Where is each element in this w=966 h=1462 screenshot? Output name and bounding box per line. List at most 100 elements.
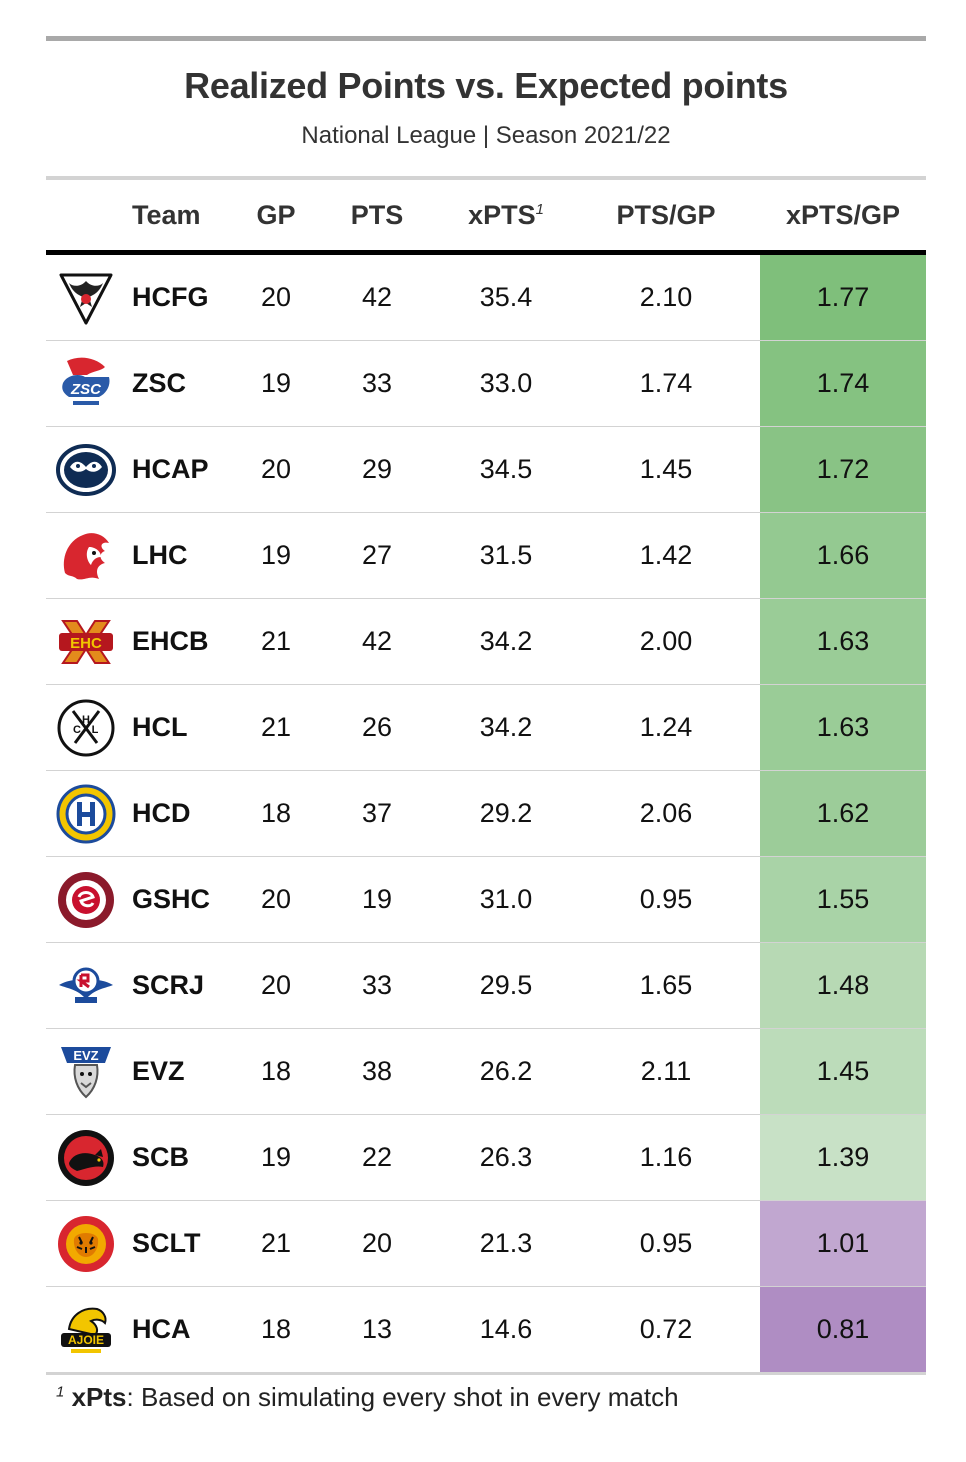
xpts-footnote-mark: 1	[535, 200, 544, 218]
pts-cell: 19	[314, 856, 440, 943]
footnote-term: xPts	[71, 1382, 127, 1412]
team-column-header: Team	[126, 180, 238, 255]
xpts-gp-cell: 1.74	[760, 340, 926, 427]
gp-cell: 19	[238, 1114, 314, 1201]
xpts-gp-cell: 1.62	[760, 770, 926, 857]
team-cell: SCB	[126, 1114, 238, 1201]
xpts-header-label: xPTS	[468, 199, 536, 230]
logo-cell	[46, 770, 126, 857]
team-cell: EHCB	[126, 598, 238, 685]
ehc-biel-logo-icon: EHC	[55, 611, 117, 673]
table-row: GSHC 20 19 31.0 0.95 1.55	[46, 856, 926, 943]
table-row: EHC EHCB 21 42 34.2 2.00 1.63	[46, 598, 926, 685]
xpts-gp-cell: 1.63	[760, 598, 926, 685]
table-row: LHC 19 27 31.5 1.42 1.66	[46, 512, 926, 599]
logo-cell: AJOIE	[46, 1286, 126, 1375]
xpts-gp-cell: 1.77	[760, 252, 926, 341]
team-cell: EVZ	[126, 1028, 238, 1115]
pts-cell: 37	[314, 770, 440, 857]
xpts-gp-cell: 1.55	[760, 856, 926, 943]
svg-text:AJOIE: AJOIE	[68, 1333, 104, 1347]
table-row: SCRJ 20 33 29.5 1.65 1.48	[46, 942, 926, 1029]
footnote: 1 xPts: Based on simulating every shot i…	[56, 1382, 679, 1413]
gp-cell: 18	[238, 1028, 314, 1115]
xpts-cell: 29.5	[440, 942, 572, 1029]
table-subtitle: National League | Season 2021/22	[301, 122, 671, 149]
logo-cell	[46, 942, 126, 1029]
pts-cell: 42	[314, 598, 440, 685]
pts-cell: 29	[314, 426, 440, 513]
team-cell: SCLT	[126, 1200, 238, 1287]
pts-gp-cell: 0.95	[572, 1200, 760, 1287]
gp-cell: 21	[238, 598, 314, 685]
xpts-cell: 29.2	[440, 770, 572, 857]
footnote-text: : Based on simulating every shot in ever…	[126, 1382, 679, 1412]
pts-gp-cell: 2.00	[572, 598, 760, 685]
pts-cell: 26	[314, 684, 440, 771]
logo-cell	[46, 856, 126, 943]
team-cell: HCAP	[126, 426, 238, 513]
pts-gp-cell: 0.95	[572, 856, 760, 943]
table-row: HCD 18 37 29.2 2.06 1.62	[46, 770, 926, 857]
xpts-cell: 26.3	[440, 1114, 572, 1201]
svg-text:EVZ: EVZ	[73, 1048, 98, 1063]
xpts-gp-cell: 1.66	[760, 512, 926, 599]
logo-cell	[46, 1200, 126, 1287]
table-body: HCFG 20 42 35.4 2.10 1.77 ZSC ZSC 19 33 33.0 1.74 1.…	[46, 252, 926, 1375]
gp-cell: 18	[238, 770, 314, 857]
gp-cell: 21	[238, 1200, 314, 1287]
logo-cell: EVZ	[46, 1028, 126, 1115]
pts-column-header: PTS	[314, 180, 440, 255]
pts-gp-cell: 1.45	[572, 426, 760, 513]
svg-text:H: H	[82, 714, 90, 726]
pts-cell: 13	[314, 1286, 440, 1375]
xpts-cell: 34.5	[440, 426, 572, 513]
team-cell: HCA	[126, 1286, 238, 1375]
xpts-gp-cell: 1.01	[760, 1200, 926, 1287]
subtitle-rule	[46, 176, 926, 180]
pts-gp-cell: 0.72	[572, 1286, 760, 1375]
xpts-cell: 31.0	[440, 856, 572, 943]
ambri-piotta-logo-icon	[55, 439, 117, 501]
xpts-gp-cell: 1.72	[760, 426, 926, 513]
table-row: SCLT 21 20 21.3 0.95 1.01	[46, 1200, 926, 1287]
team-cell: ZSC	[126, 340, 238, 427]
lausanne-lion-logo-icon	[55, 525, 117, 587]
team-cell: LHC	[126, 512, 238, 599]
svg-text:EHC: EHC	[70, 635, 102, 652]
zsc-lions-logo-icon: ZSC	[55, 353, 117, 415]
pts-gp-cell: 1.24	[572, 684, 760, 771]
fribourg-gotteron-logo-icon	[55, 267, 117, 329]
pts-cell: 20	[314, 1200, 440, 1287]
logo-cell	[46, 426, 126, 513]
xpts-cell: 21.3	[440, 1200, 572, 1287]
pts-gp-cell: 2.10	[572, 252, 760, 341]
header-row: Team GP PTS xPTS1 PTS/GP xPTS/GP	[46, 180, 926, 255]
pts-gp-cell: 1.16	[572, 1114, 760, 1201]
langnau-tigers-logo-icon	[55, 1213, 117, 1275]
xpts-cell: 35.4	[440, 252, 572, 341]
pts-cell: 42	[314, 252, 440, 341]
svg-text:L: L	[92, 724, 99, 736]
footnote-mark: 1	[56, 1383, 65, 1401]
table-row: HCAP 20 29 34.5 1.45 1.72	[46, 426, 926, 513]
standings-table: Team GP PTS xPTS1 PTS/GP xPTS/GP HCFG 20 4…	[46, 180, 926, 1375]
xpts-cell: 31.5	[440, 512, 572, 599]
pts-gp-cell: 1.42	[572, 512, 760, 599]
ajoie-dragon-logo-icon: AJOIE	[55, 1299, 117, 1361]
team-cell: SCRJ	[126, 942, 238, 1029]
gp-cell: 18	[238, 1286, 314, 1375]
top-rule	[46, 36, 926, 41]
table-figure: Realized Points vs. Expected points Nati…	[46, 36, 926, 1375]
geneve-servette-logo-icon	[55, 869, 117, 931]
logo-cell: EHC	[46, 598, 126, 685]
team-cell: HCL	[126, 684, 238, 771]
xpts-cell: 33.0	[440, 340, 572, 427]
table-row: SCB 19 22 26.3 1.16 1.39	[46, 1114, 926, 1201]
pts-gp-cell: 2.11	[572, 1028, 760, 1115]
pts-cell: 33	[314, 942, 440, 1029]
pts-cell: 33	[314, 340, 440, 427]
pts-cell: 27	[314, 512, 440, 599]
